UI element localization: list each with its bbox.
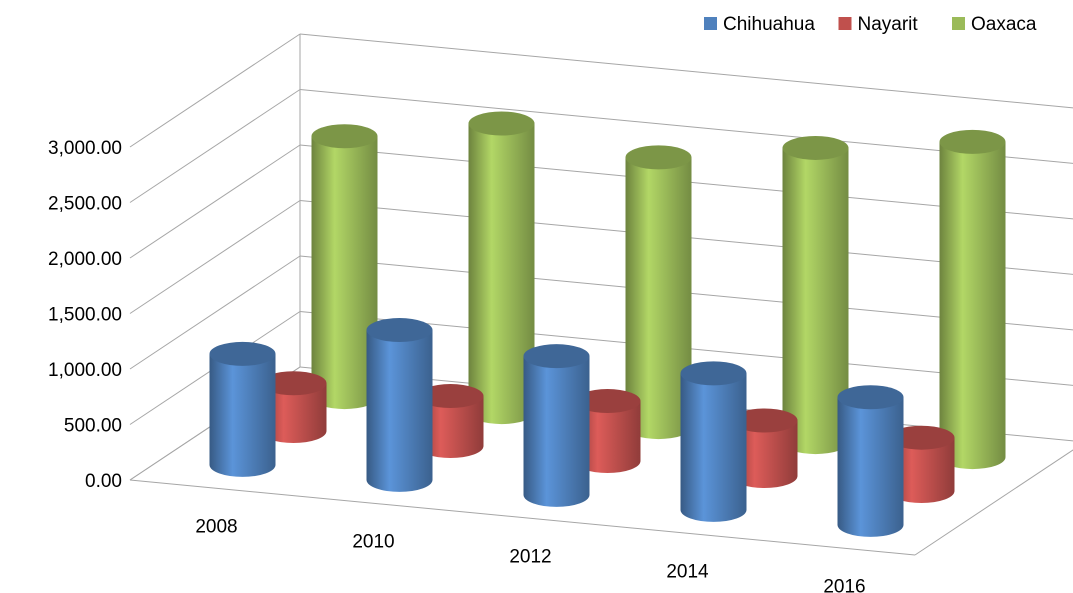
- y-tick-label: 500.00: [64, 416, 122, 437]
- axis-line: [914, 449, 1073, 556]
- y-tick-label: 1,500.00: [48, 305, 122, 326]
- y-tick-label: 3,000.00: [48, 138, 122, 159]
- grid-line: [129, 255, 301, 370]
- cylinder: [366, 318, 433, 492]
- grid-line: [129, 89, 301, 203]
- x-tick-label: 2010: [352, 532, 394, 553]
- grid-line: [299, 33, 1073, 109]
- cylinder: [209, 341, 276, 477]
- legend-label: Nayarit: [858, 14, 919, 35]
- cylinder: [888, 425, 955, 503]
- legend-swatch: [952, 17, 965, 30]
- legend-swatch: [704, 17, 717, 30]
- cylinder: [782, 135, 849, 455]
- cylinder: [523, 344, 590, 507]
- legend-swatch: [838, 17, 852, 30]
- x-tick-label: 2014: [666, 562, 709, 583]
- legend-label: Chihuahua: [723, 14, 815, 35]
- axis-line: [129, 479, 916, 556]
- cylinder: [680, 361, 747, 522]
- x-tick-label: 2016: [823, 577, 865, 593]
- y-tick-label: 2,500.00: [48, 194, 122, 215]
- grid-line: [129, 144, 301, 259]
- y-tick-label: 1,000.00: [48, 360, 122, 381]
- cylinder: [837, 385, 904, 537]
- cylinder: [625, 145, 692, 440]
- y-tick-label: 0.00: [85, 471, 122, 492]
- y-tick-label: 2,000.00: [48, 249, 122, 270]
- cylinder: [731, 408, 798, 488]
- cylinder: [260, 371, 327, 443]
- grid-line: [129, 33, 301, 148]
- cylinder: [417, 384, 484, 458]
- cylinder: [311, 124, 378, 410]
- x-tick-label: 2012: [509, 547, 551, 568]
- cylinder: [574, 389, 641, 473]
- x-tick-label: 2008: [195, 517, 237, 538]
- cylinder: [939, 129, 1006, 470]
- grid-line: [129, 200, 301, 314]
- cylinder: [468, 111, 535, 425]
- legend-label: Oaxaca: [971, 14, 1037, 35]
